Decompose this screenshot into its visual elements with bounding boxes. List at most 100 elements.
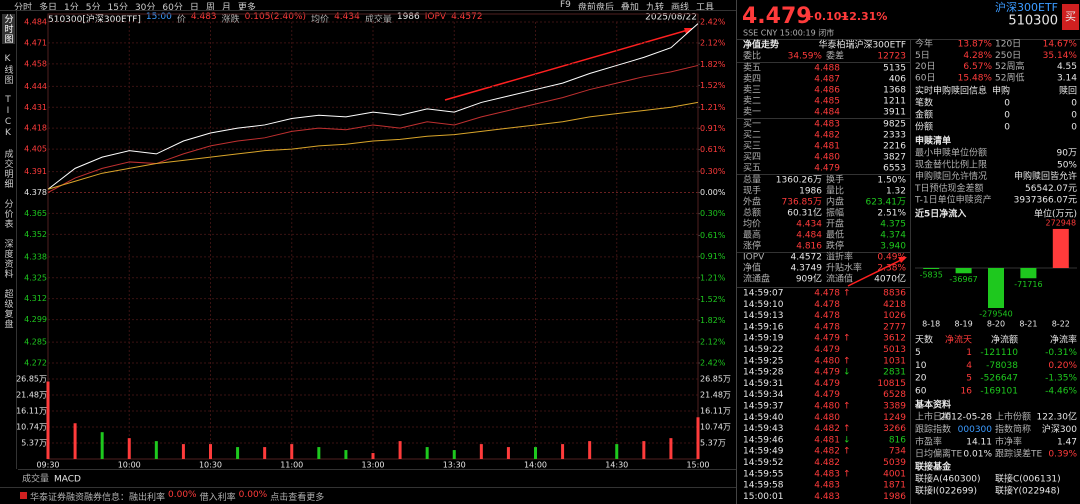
ticks-cell: 14:59:25: [743, 356, 783, 366]
tab[interactable]: 多日: [39, 3, 58, 13]
linked-cell: 联接C(006131): [995, 473, 1061, 485]
header-item: 4.483: [190, 12, 217, 22]
volume-bar: [561, 444, 565, 459]
y-tick-label: 4.471: [24, 38, 47, 47]
ticks-cell: 14:59:58: [743, 481, 784, 491]
tab[interactable]: 1分: [64, 3, 79, 13]
side-tab[interactable]: 超级复盘: [2, 289, 13, 329]
stats-cell: 2.51%: [877, 209, 906, 219]
tool[interactable]: 九转: [645, 3, 664, 13]
weibi-cell: 委比: [743, 50, 761, 62]
volume-bar: [696, 417, 700, 459]
price-line: [47, 64, 699, 193]
stats-cell: 4070亿: [874, 273, 906, 285]
returns-cell: 52周高: [995, 60, 1024, 72]
info-item: 0.00%: [168, 490, 197, 500]
y-tick-label: 4.299: [24, 315, 47, 324]
ticks-cell: 4.480: [814, 356, 840, 366]
x-tick-label: 09:30: [36, 461, 59, 470]
ticks-cell: ↓: [843, 368, 851, 378]
y-tick-label: 4.338: [24, 252, 47, 261]
tab[interactable]: 5分: [85, 3, 101, 13]
tab[interactable]: 周: [205, 3, 215, 13]
y2-tick-label: 1.82%: [700, 60, 726, 69]
stats-cell: 总额: [743, 207, 761, 219]
info-item[interactable]: 点击查看更多: [270, 493, 325, 503]
x-tick-label: 13:00: [361, 461, 384, 470]
bottom-tab: 成交量: [22, 473, 49, 485]
volume-bar: [425, 447, 429, 459]
y-tick-label: 4.352: [24, 230, 47, 239]
info-icon: [20, 492, 27, 499]
asks-cell: 5135: [883, 64, 906, 74]
ticks-cell: 6528: [883, 390, 906, 400]
volume-bar: [181, 444, 185, 459]
side-tab[interactable]: 分时图: [1, 14, 15, 44]
flow_table-cell: 5: [915, 348, 921, 358]
flow_table-cell: 10: [915, 361, 927, 371]
tab[interactable]: 30分: [134, 3, 156, 13]
stats-cell: 1.50%: [877, 176, 906, 186]
side-tab[interactable]: K线图: [2, 54, 13, 85]
ticks-cell: ↑: [843, 447, 851, 457]
tool[interactable]: F9: [560, 0, 571, 10]
redeem-cell: 0: [1004, 123, 1010, 133]
x-tick-label: 10:30: [199, 461, 222, 470]
asks-cell: 4.484: [814, 108, 840, 118]
basic-cell: 市净率: [995, 435, 1022, 447]
bids-cell: 3827: [883, 153, 906, 163]
tool[interactable]: 叠加: [620, 3, 639, 13]
bids-cell: 4.480: [814, 153, 840, 163]
tab[interactable]: 更多: [237, 3, 256, 13]
x-tick-label: 11:00: [280, 461, 303, 470]
tab[interactable]: 15分: [107, 3, 128, 13]
side-tab[interactable]: 分价表: [2, 199, 13, 229]
stats-cell: 0.49%: [877, 253, 906, 263]
basic-cell: 000300: [958, 425, 993, 435]
bids-cell: 6553: [883, 164, 906, 174]
tool[interactable]: 工具: [695, 3, 714, 13]
tab[interactable]: 60分: [162, 3, 183, 13]
side-tab[interactable]: 成交明细: [2, 149, 13, 189]
stats-cell: 4.4572: [791, 253, 823, 263]
stats-cell: 4.375: [880, 220, 906, 230]
basic-cell: 上市份额: [995, 411, 1031, 423]
ticks-cell: 5013: [883, 345, 906, 355]
ticks-cell: 14:59:55: [743, 469, 783, 479]
ticks-cell: 4.482: [814, 458, 840, 468]
tab[interactable]: 日: [189, 3, 199, 13]
ticks-cell: 4.483: [814, 492, 840, 502]
ticks-cell: 4.482: [814, 424, 840, 434]
ticks-cell: 1986: [883, 492, 906, 502]
redeem-cell: 0: [1071, 99, 1077, 109]
side-tab[interactable]: TICK: [3, 95, 13, 139]
buy-label: 买: [1065, 10, 1076, 23]
weibi-cell: 委差: [826, 50, 844, 62]
ticks-cell: ↓: [843, 435, 851, 445]
flow_table-cell: -169101: [980, 386, 1018, 396]
redeem-cell: 0: [1004, 111, 1010, 121]
buy-button[interactable]: [1062, 4, 1079, 30]
label: 2025/08/22: [645, 13, 697, 23]
tab[interactable]: 月: [221, 3, 231, 13]
ticks-cell: 14:59:28: [743, 368, 784, 378]
stats-cell: 623.41万: [866, 198, 907, 208]
v-tick-label: 10.74万: [16, 422, 47, 431]
tab[interactable]: 分时: [14, 3, 33, 13]
ticks-cell: 14:59:22: [743, 345, 783, 355]
pct: +2.31%: [840, 10, 887, 23]
volume-bar: [209, 444, 212, 459]
list-cell: 56542.07元: [1025, 184, 1077, 194]
side-tab[interactable]: 深度资料: [2, 239, 13, 279]
bids-cell: 4.481: [814, 142, 840, 152]
basic-cell: 上市日期: [915, 411, 951, 423]
tool[interactable]: 画线: [670, 3, 689, 13]
tool[interactable]: 盘前盘后: [577, 3, 614, 13]
list-cell: T-1日单位申赎资产: [914, 194, 992, 206]
stats-cell: 跌停: [826, 240, 844, 252]
list-cell: T日预估现金差额: [914, 182, 984, 194]
stats-cell: 4.434: [796, 220, 822, 230]
ticks-cell: 4.479: [814, 379, 840, 389]
flow_table-cell: -0.31%: [1045, 348, 1077, 358]
basic-cell: 沪深300: [1042, 423, 1077, 435]
